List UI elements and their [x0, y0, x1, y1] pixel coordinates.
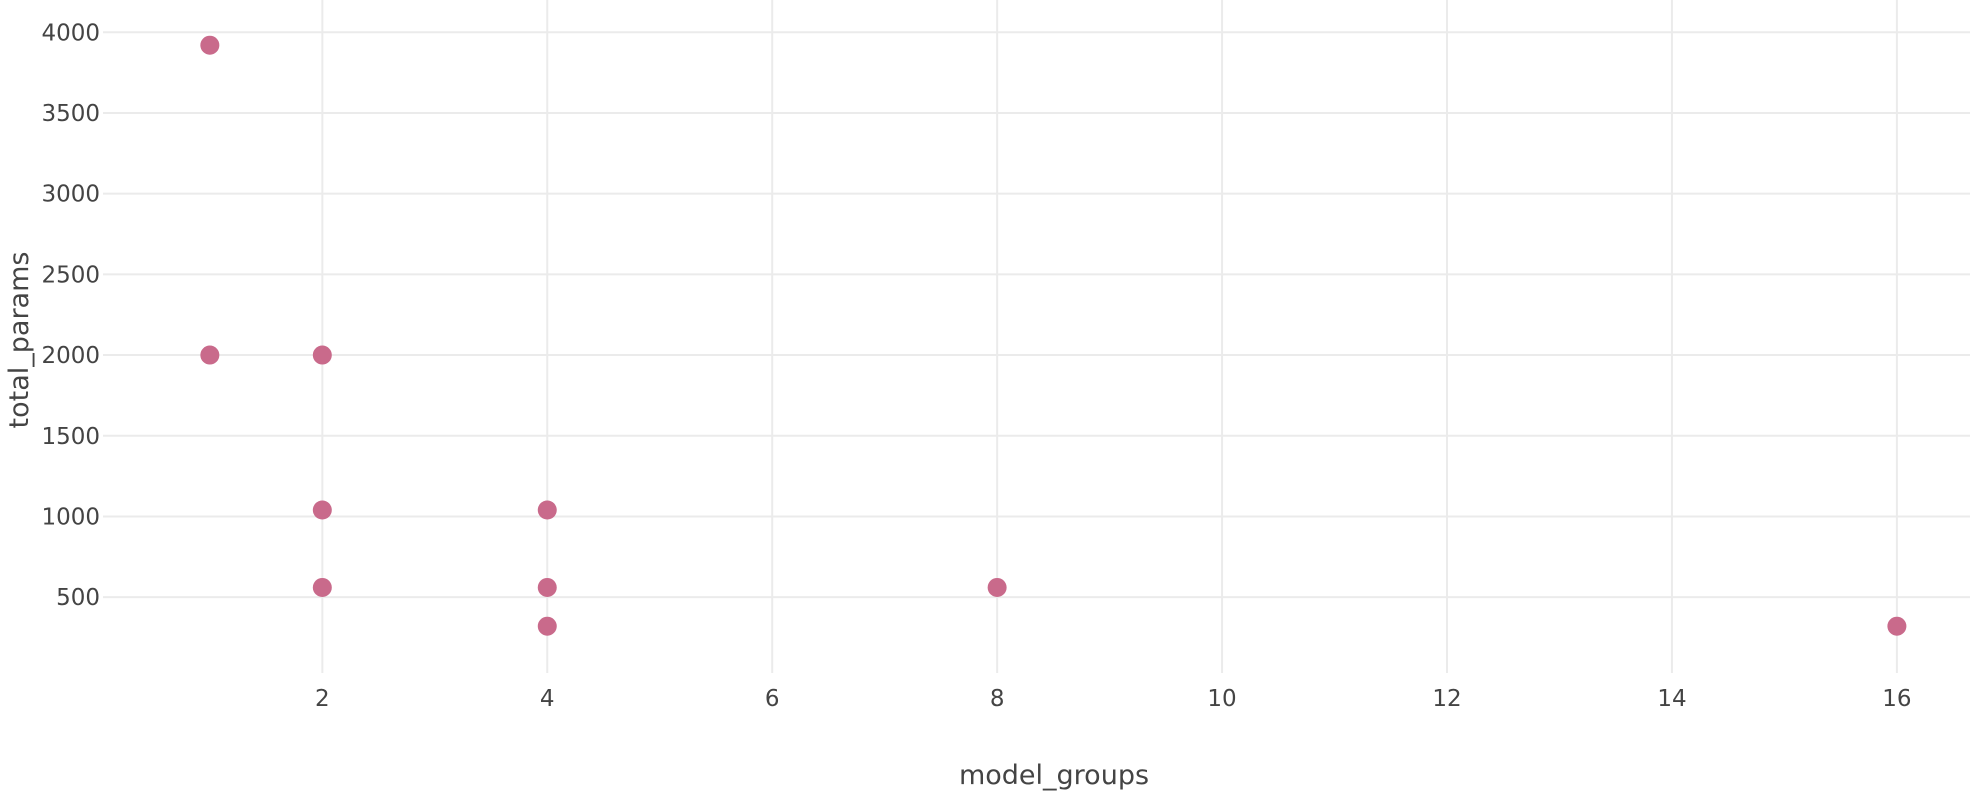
data-point — [312, 577, 332, 597]
x-tick-labels: 2 4 6 8 10 12 14 16 — [315, 686, 1912, 712]
data-points — [200, 35, 1907, 636]
y-tick-labels: 500 1000 1500 2000 2500 3000 3500 4000 — [41, 20, 100, 611]
x-tick-label: 6 — [765, 686, 780, 712]
data-point — [312, 345, 332, 365]
y-tick-label: 2500 — [41, 262, 100, 288]
y-tick-label: 4000 — [41, 20, 100, 46]
y-tick-label: 2000 — [41, 343, 100, 369]
x-tick-label: 2 — [315, 686, 330, 712]
x-tick-label: 8 — [990, 686, 1005, 712]
x-tick-label: 10 — [1207, 686, 1236, 712]
data-point — [987, 577, 1007, 597]
y-tick-label: 3000 — [41, 182, 100, 208]
x-tick-label: 12 — [1432, 686, 1461, 712]
y-tick-label: 1000 — [41, 504, 100, 530]
x-tick-label: 14 — [1657, 686, 1686, 712]
data-point — [537, 577, 557, 597]
y-tick-label: 1500 — [41, 424, 100, 450]
y-tick-label: 500 — [56, 585, 100, 611]
y-gridlines — [103, 31, 1970, 599]
x-axis-title: model_groups — [959, 760, 1149, 791]
data-point — [312, 500, 332, 520]
y-axis-title: total_params — [4, 252, 35, 429]
data-point — [200, 35, 220, 55]
x-tick-label: 16 — [1882, 686, 1911, 712]
y-tick-label: 3500 — [41, 101, 100, 127]
data-point — [537, 500, 557, 520]
data-point — [537, 616, 557, 636]
data-point — [200, 345, 220, 365]
x-gridlines — [321, 0, 1898, 673]
x-tick-label: 4 — [540, 686, 555, 712]
data-point — [1887, 616, 1907, 636]
